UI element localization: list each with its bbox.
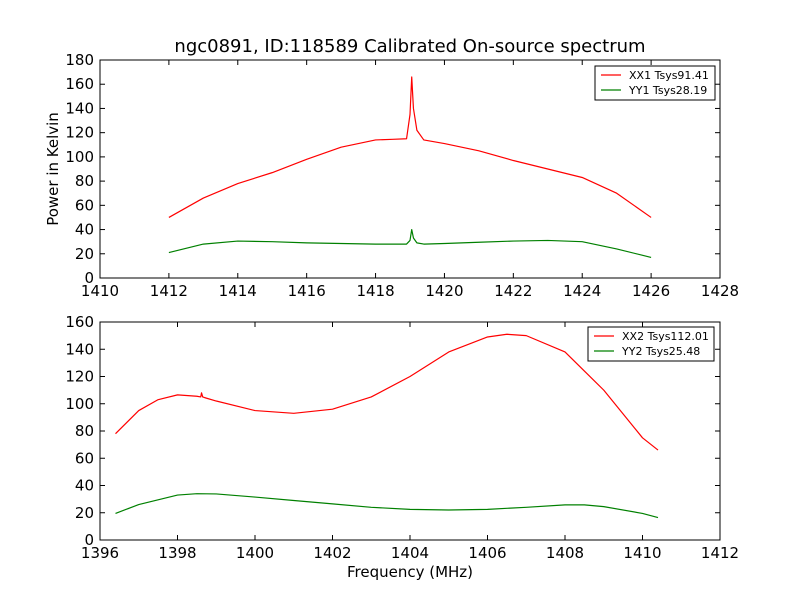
bottom-plot-series-xx2-line — [115, 333, 659, 451]
top-plot: 1410 1412 1414 1416 1418 1420 1422 1424 1426 1428… — [44, 51, 739, 300]
bottom-plot-series-yy2-line — [115, 493, 659, 519]
top-plot-y-tick-label: 180 — [65, 51, 94, 69]
bottom-plot-ticks: 1396 1398 1400 1402 1404 1406 1408 1410 1412 0 20 4… — [65, 313, 739, 562]
bottom-plot-y-tick-label: 60 — [75, 449, 94, 467]
bottom-plot-legend-label-xx2: XX2 Tsys112.01 — [622, 330, 709, 343]
bottom-plot-x-tick-label: 1408 — [546, 544, 584, 562]
top-plot-y-tick-label: 0 — [84, 269, 94, 287]
bottom-plot-legend-label-yy2: YY2 Tsys25.48 — [621, 345, 700, 358]
top-plot-y-tick-label: 160 — [65, 75, 94, 93]
top-plot-x-tick-label: 1424 — [563, 282, 601, 300]
top-plot-ticks: 1410 1412 1414 1416 1418 1420 1422 1424 1426 1428… — [65, 51, 739, 300]
top-plot-x-tick-label: 1420 — [425, 282, 463, 300]
top-plot-legend-box — [594, 65, 716, 101]
top-plot-legend-label-yy1: YY1 Tsys28.19 — [628, 84, 707, 97]
top-plot-x-tick-label: 1414 — [219, 282, 257, 300]
top-plot-x-tick-label: 1410 — [81, 282, 119, 300]
top-plot-legend-label-xx1: XX1 Tsys91.41 — [629, 69, 709, 82]
top-plot-y-tick-label: 120 — [65, 124, 94, 142]
bottom-plot-x-tick-label: 1396 — [81, 544, 119, 562]
top-plot-y-tick-label: 20 — [75, 245, 94, 263]
bottom-plot-y-tick-label: 0 — [84, 531, 94, 549]
top-plot-y-tick-label: 60 — [75, 196, 94, 214]
bottom-plot-series — [115, 333, 659, 519]
top-plot-x-tick-label: 1416 — [288, 282, 326, 300]
bottom-plot-x-tick-label: 1402 — [313, 544, 351, 562]
top-plot-series-xx1-line — [168, 76, 652, 218]
bottom-plot-x-tick-label: 1406 — [468, 544, 506, 562]
bottom-plot-y-tick-label: 20 — [75, 504, 94, 522]
bottom-plot-x-axis-label: Frequency (MHz) — [347, 563, 473, 581]
bottom-plot-legend: XX2 Tsys112.01 YY2 Tsys25.48 — [587, 326, 715, 362]
bottom-plot-y-tick-label: 120 — [65, 368, 94, 386]
top-plot-y-tick-label: 140 — [65, 99, 94, 117]
bottom-plot-x-tick-label: 1404 — [391, 544, 429, 562]
bottom-plot-y-tick-label: 100 — [65, 395, 94, 413]
bottom-plot: 1396 1398 1400 1402 1404 1406 1408 1410 1412 0 20 4… — [65, 313, 739, 581]
bottom-plot-y-tick-label: 40 — [75, 477, 94, 495]
bottom-plot-y-tick-label: 140 — [65, 340, 94, 358]
bottom-plot-y-tick-label: 160 — [65, 313, 94, 331]
top-plot-y-axis-label: Power in Kelvin — [44, 112, 62, 226]
top-plot-series-yy1-line — [168, 228, 652, 258]
top-plot-y-tick-label: 80 — [75, 172, 94, 190]
bottom-plot-x-tick-label: 1410 — [623, 544, 661, 562]
top-plot-x-tick-label: 1412 — [150, 282, 188, 300]
top-plot-legend: XX1 Tsys91.41 YY1 Tsys28.19 — [594, 65, 716, 101]
top-plot-x-tick-label: 1422 — [494, 282, 532, 300]
bottom-plot-x-tick-label: 1398 — [158, 544, 196, 562]
bottom-plot-legend-box — [587, 326, 715, 362]
top-plot-x-tick-label: 1428 — [701, 282, 739, 300]
top-plot-y-tick-label: 40 — [75, 221, 94, 239]
figure-title: ngc0891, ID:118589 Calibrated On-source … — [174, 36, 645, 57]
top-plot-frame — [99, 59, 721, 279]
top-plot-series — [168, 76, 652, 258]
top-plot-x-tick-label: 1426 — [632, 282, 670, 300]
top-plot-x-tick-label: 1418 — [356, 282, 394, 300]
top-plot-y-tick-label: 100 — [65, 148, 94, 166]
bottom-plot-x-tick-label: 1400 — [236, 544, 274, 562]
bottom-plot-y-tick-label: 80 — [75, 422, 94, 440]
bottom-plot-x-tick-label: 1412 — [701, 544, 739, 562]
